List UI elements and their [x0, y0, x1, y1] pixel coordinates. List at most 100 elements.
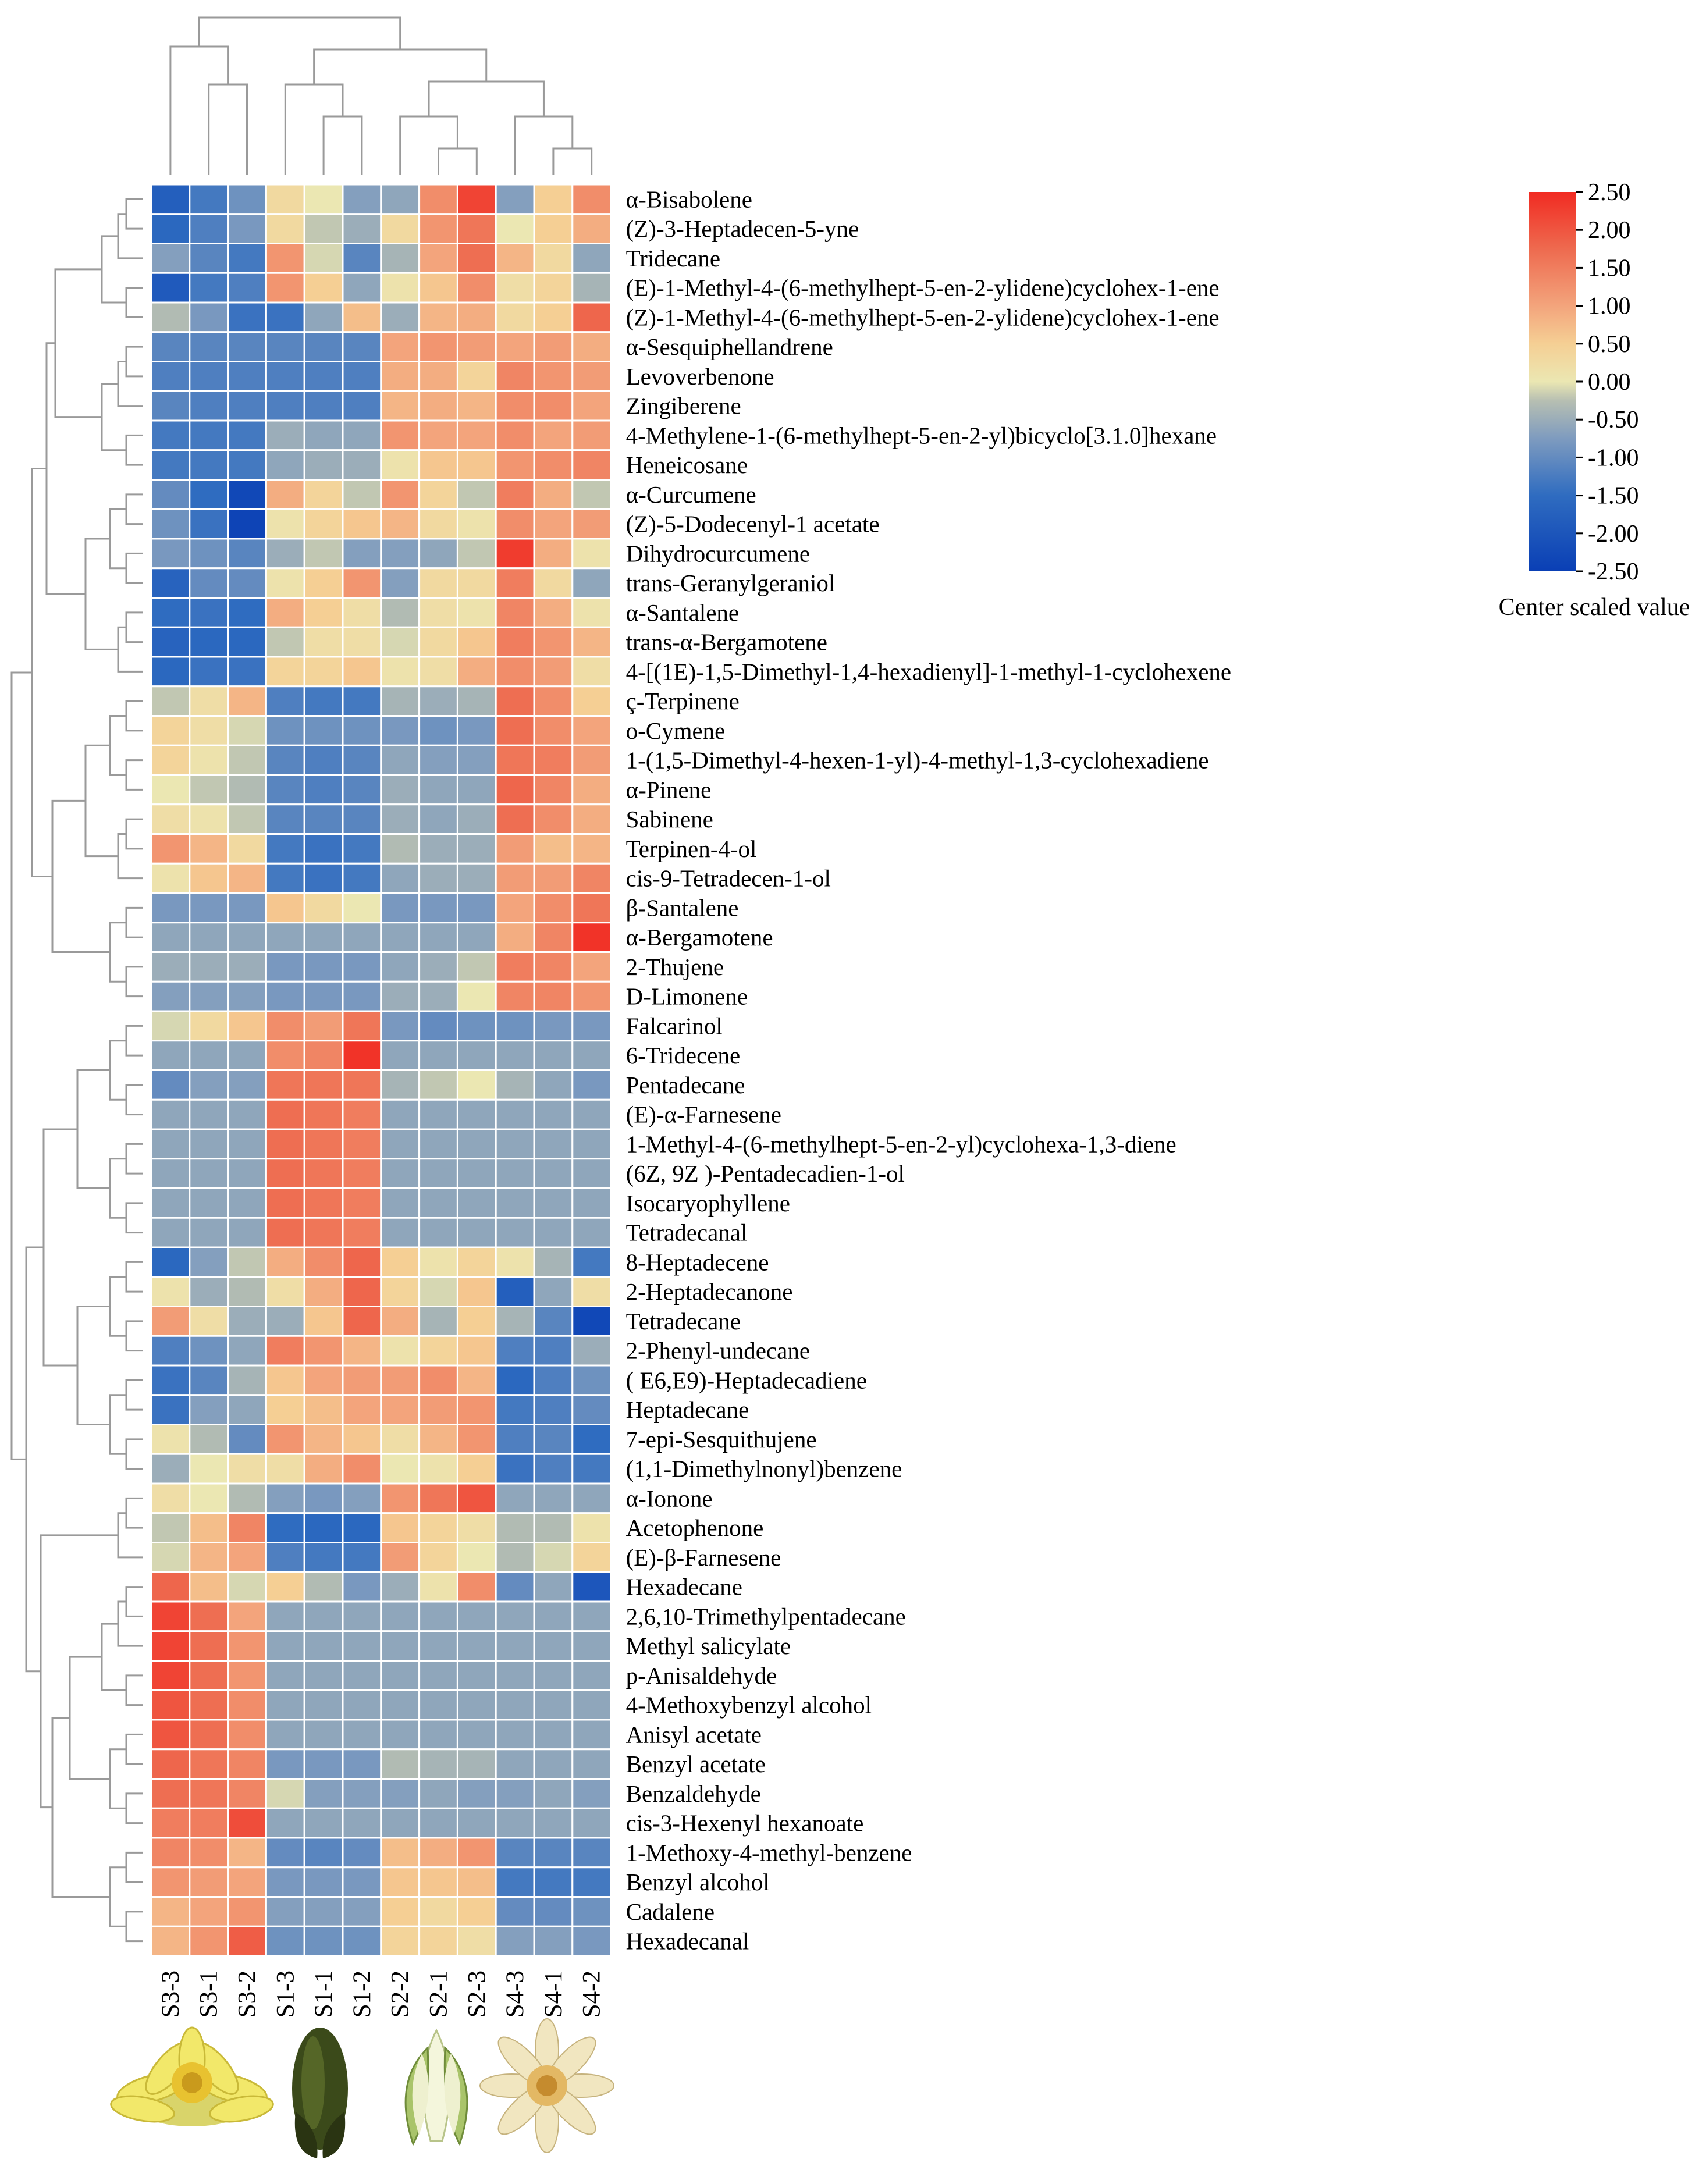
- row-label: β-Santalene: [626, 894, 739, 921]
- heatmap-cell: [265, 390, 305, 422]
- colorbar-tick-label: -0.50: [1588, 407, 1639, 433]
- heatmap-cell: [342, 922, 382, 953]
- heatmap-cell: [495, 449, 535, 481]
- heatmap-cell: [380, 1482, 421, 1514]
- colorbar-title: Center scaled value: [1499, 594, 1690, 621]
- heatmap-cell: [380, 1512, 421, 1543]
- heatmap-cell: [456, 1689, 497, 1721]
- heatmap-cell: [189, 1719, 229, 1751]
- heatmap-cell: [227, 479, 267, 510]
- column-label: S4-1: [540, 1970, 567, 2018]
- heatmap-cell: [571, 1276, 612, 1307]
- dendrogram-branch: [125, 1674, 143, 1706]
- heatmap-cell: [189, 862, 229, 894]
- row-label: 8-Heptadecene: [626, 1248, 769, 1275]
- dendrogram-branch: [125, 1792, 143, 1824]
- heatmap-cell: [456, 1630, 497, 1662]
- heatmap-cell: [189, 803, 229, 835]
- heatmap-cell: [456, 243, 497, 274]
- heatmap-cell: [150, 1010, 191, 1042]
- heatmap-cell: [495, 774, 535, 806]
- heatmap-cell: [303, 390, 344, 422]
- heatmap-cell: [227, 1217, 267, 1248]
- heatmap-cell: [150, 1187, 191, 1219]
- heatmap-cell: [571, 1128, 612, 1160]
- heatmap-cell: [418, 1512, 458, 1543]
- heatmap-cell: [265, 626, 305, 658]
- heatmap-cell: [265, 1276, 305, 1307]
- heatmap-cell: [495, 1010, 535, 1042]
- heatmap-cell: [189, 1306, 229, 1337]
- heatmap-cell: [418, 951, 458, 983]
- dendrogram-branch: [552, 147, 593, 175]
- heatmap-cell: [533, 361, 574, 392]
- heatmap-cell: [533, 1217, 574, 1248]
- heatmap-cell: [227, 1837, 267, 1869]
- heatmap-cell: [342, 1482, 382, 1514]
- heatmap-cell: [150, 656, 191, 688]
- heatmap-cell: [533, 892, 574, 924]
- heatmap-cell: [189, 1424, 229, 1455]
- heatmap-cell: [342, 243, 382, 274]
- heatmap-cell: [533, 597, 574, 628]
- heatmap-cell: [571, 361, 612, 392]
- heatmap-cell: [189, 951, 229, 983]
- heatmap-cell: [227, 892, 267, 924]
- heatmap-cell: [380, 1158, 421, 1189]
- heatmap-cell: [571, 1306, 612, 1337]
- heatmap-cell: [303, 656, 344, 688]
- dendrogram-branch: [125, 1911, 143, 1943]
- heatmap-cell: [495, 744, 535, 776]
- heatmap-cell: [571, 331, 612, 362]
- heatmap-cell: [189, 1276, 229, 1307]
- heatmap-cell: [456, 272, 497, 304]
- heatmap-cell: [150, 1866, 191, 1898]
- heatmap-cell: [418, 862, 458, 894]
- heatmap-cell: [418, 1364, 458, 1396]
- heatmap-cell: [303, 597, 344, 628]
- heatmap-cell: [380, 243, 421, 274]
- heatmap-cell: [533, 301, 574, 333]
- heatmap-cell: [456, 538, 497, 570]
- heatmap-cell: [342, 1069, 382, 1101]
- column-label: S1-2: [349, 1970, 376, 2018]
- heatmap-cell: [495, 1424, 535, 1455]
- heatmap-cell: [342, 715, 382, 746]
- heatmap-cell: [227, 301, 267, 333]
- heatmap-cell: [189, 508, 229, 540]
- row-label: 2-Thujene: [626, 954, 724, 980]
- heatmap-cell: [303, 951, 344, 983]
- heatmap-cell: [303, 1217, 344, 1248]
- heatmap-cell: [495, 1689, 535, 1721]
- heatmap-cell: [456, 567, 497, 599]
- heatmap-cell: [265, 243, 305, 274]
- heatmap-cell: [150, 1660, 191, 1691]
- row-label: 2,6,10-Trimethylpentadecane: [626, 1603, 906, 1630]
- heatmap-cell: [227, 951, 267, 983]
- heatmap-cell: [342, 419, 382, 451]
- heatmap-cell: [342, 1306, 382, 1337]
- heatmap-cell: [342, 774, 382, 806]
- heatmap-cell: [533, 1482, 574, 1514]
- heatmap-cell: [495, 183, 535, 215]
- heatmap-cell: [189, 1512, 229, 1543]
- heatmap-cell: [303, 243, 344, 274]
- heatmap-cell: [303, 833, 344, 865]
- heatmap-cell: [303, 1689, 344, 1721]
- row-label: (Z)-5-Dodecenyl-1 acetate: [626, 511, 880, 538]
- heatmap-cell: [418, 626, 458, 658]
- heatmap-cell: [456, 1394, 497, 1425]
- heatmap-cell: [533, 922, 574, 953]
- heatmap-cell: [150, 626, 191, 658]
- row-label: α-Bergamotene: [626, 924, 773, 951]
- row-label: Benzyl alcohol: [626, 1869, 770, 1895]
- row-label: 4-Methylene-1-(6-methylhept-5-en-2-yl)bi…: [626, 422, 1217, 449]
- heatmap-cell: [533, 656, 574, 688]
- heatmap-cell: [342, 567, 382, 599]
- row-label: (Z)-3-Heptadecen-5-yne: [626, 215, 859, 242]
- heatmap-cell: [342, 301, 382, 333]
- heatmap-cell: [150, 774, 191, 806]
- heatmap-cell: [533, 1128, 574, 1160]
- heatmap-cell: [189, 538, 229, 570]
